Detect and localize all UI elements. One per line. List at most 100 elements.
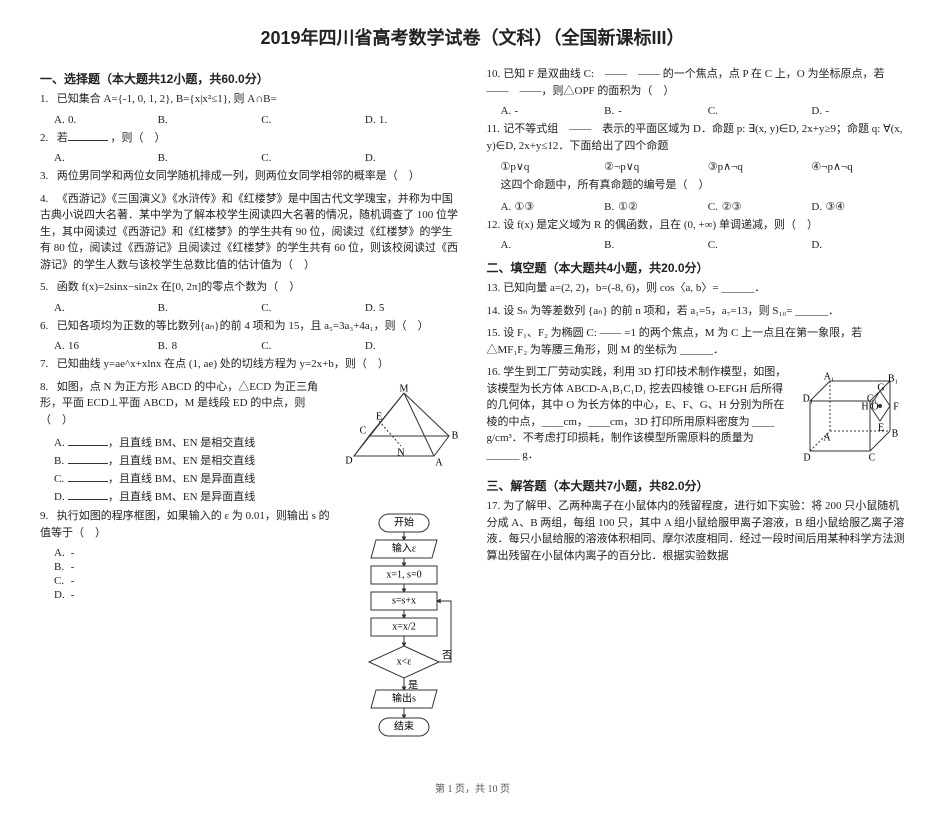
q9-D: D. -	[54, 589, 341, 601]
q10-D: D.-	[811, 105, 905, 117]
q12-options: A. B. C. D.	[501, 239, 906, 251]
q14-text: 设 Sₙ 为等差数列 {aₙ} 的前 n 项和，若 a₁=5，a₇=13，则 S…	[503, 305, 839, 317]
q10-A: A.-	[501, 105, 595, 117]
question-10: 10. 已知 F 是双曲线 C: —— —— 的一个焦点，点 P 在 C 上，O…	[487, 66, 906, 99]
svg-text:B: B	[451, 430, 458, 441]
q3-text: 两位男同学和两位女同学随机排成一列，则两位女同学相邻的概率是（ ）	[57, 170, 420, 182]
q2-D: D.	[365, 152, 459, 164]
question-2: 2. 若 ，则（ ）	[40, 130, 459, 147]
q6-text: 已知各项均为正数的等比数列{aₙ}的前 4 项和为 15，且 a₅=3a₃+4a…	[57, 320, 429, 332]
qnum: 3.	[40, 168, 54, 185]
right-column: 10. 已知 F 是双曲线 C: —— —— 的一个焦点，点 P 在 C 上，O…	[487, 62, 906, 762]
q1-text: 已知集合 A={-1, 0, 1, 2}, B={x|x²≤1}, 则 A∩B=	[57, 93, 277, 105]
q5-text: 函数 f(x)=2sinx−sin2x 在[0, 2π]的零点个数为（ ）	[57, 281, 300, 293]
q6-options: A.16 B.8 C. D.	[54, 340, 459, 352]
q5-D: D.5	[365, 302, 459, 314]
qnum: 5.	[40, 279, 54, 296]
section-2-heading: 二、填空题（本大题共4小题，共20.0分）	[487, 259, 906, 276]
svg-text:开始: 开始	[394, 515, 414, 528]
q10-text: 已知 F 是双曲线 C: —— —— 的一个焦点，点 P 在 C 上，O 为坐标…	[487, 68, 896, 97]
svg-text:C: C	[359, 425, 366, 436]
qnum: 2.	[40, 130, 54, 147]
svg-text:A₁: A₁	[824, 371, 835, 382]
svg-text:x=x/2: x=x/2	[392, 621, 415, 632]
q8-A: A.，且直线 BM、EN 是相交直线	[54, 434, 321, 450]
q2-B: B.	[158, 152, 252, 164]
q8-options: A.，且直线 BM、EN 是相交直线 B.，且直线 BM、EN 是相交直线 C.…	[54, 434, 321, 504]
q17-text: 为了解甲、乙两种离子在小鼠体内的残留程度，进行如下实验：将 200 只小鼠随机分…	[487, 500, 905, 562]
q6-D: D.	[365, 340, 459, 352]
page-footer: 第 1 页，共 10 页	[40, 780, 905, 795]
qnum: 6.	[40, 318, 54, 335]
q11-options: A.①③ B.①② C.②③ D.③④	[501, 200, 906, 213]
q1-C: C.	[261, 114, 355, 126]
two-column-layout: 一、选择题（本大题共12小题，共60.0分） 1. 已知集合 A={-1, 0,…	[40, 62, 905, 762]
svg-text:G: G	[877, 382, 884, 393]
svg-text:B: B	[892, 428, 899, 439]
section-1-heading: 一、选择题（本大题共12小题，共60.0分）	[40, 70, 459, 87]
q11-C: C.②③	[708, 200, 802, 213]
question-7: 7. 已知曲线 y=ae^x+xlnx 在点 (1, ae) 处的切线方程为 y…	[40, 356, 459, 373]
q5-C: C.	[261, 302, 355, 314]
question-4: 4. 《西游记》《三国演义》《水浒传》和《红楼梦》是中国古代文学瑰宝，并称为中国…	[40, 191, 459, 274]
q5-options: A. B. C. D.5	[54, 302, 459, 314]
qnum: 12.	[487, 217, 501, 234]
q6-B: B.8	[158, 340, 252, 352]
svg-text:H: H	[861, 401, 868, 412]
q12-A: A.	[501, 239, 595, 251]
svg-text:F: F	[893, 401, 899, 412]
q11-B: B.①②	[604, 200, 698, 213]
q11-text: 记不等式组 —— 表示的平面区域为 D．命题 p: ∃(x, y)∈D, 2x+…	[487, 123, 903, 152]
q2-pre: 若	[57, 132, 68, 144]
svg-text:是: 是	[408, 679, 418, 691]
svg-text:否: 否	[442, 649, 452, 661]
q1-A: A.0.	[54, 114, 148, 126]
svg-text:N: N	[397, 447, 404, 458]
q1-options: A.0. B. C. D.1.	[54, 114, 459, 126]
svg-text:B₁: B₁	[888, 373, 898, 384]
svg-text:x=1, s=0: x=1, s=0	[386, 569, 421, 580]
q2-C: C.	[261, 152, 355, 164]
q5-B: B.	[158, 302, 252, 314]
q12-text: 设 f(x) 是定义域为 R 的偶函数，且在 (0, +∞) 单调递减，则（ ）	[503, 219, 818, 231]
q16-text: 学生到工厂劳动实践，利用 3D 打印技术制作模型，如图，该模型为长方体 ABCD…	[487, 366, 787, 461]
q8-figure: M C N B D E A	[329, 381, 459, 471]
q13-text: 已知向量 a=(2, 2)，b=(-8, 6)，则 cos〈a, b〉= ___…	[503, 282, 765, 294]
q12-D: D.	[811, 239, 905, 251]
svg-text:A: A	[435, 457, 443, 468]
question-14: 14. 设 Sₙ 为等差数列 {aₙ} 的前 n 项和，若 a₁=5，a₇=13…	[487, 303, 906, 320]
q12-C: C.	[708, 239, 802, 251]
q11-o4: ④¬p∧¬q	[811, 160, 905, 173]
q6-C: C.	[261, 340, 355, 352]
svg-text:E: E	[375, 411, 381, 422]
q8-text: 如图，点 N 为正方形 ABCD 的中心，△ECD 为正三角形，平面 ECD⊥平…	[40, 381, 318, 426]
q11-D: D.③④	[811, 200, 905, 213]
q10-B: B.-	[604, 105, 698, 117]
qnum: 7.	[40, 356, 54, 373]
q11-o3: ③p∧¬q	[708, 160, 802, 173]
svg-text:结束: 结束	[394, 719, 414, 732]
left-column: 一、选择题（本大题共12小题，共60.0分） 1. 已知集合 A={-1, 0,…	[40, 62, 459, 762]
q4-text: 《西游记》《三国演义》《水浒传》和《红楼梦》是中国古代文学瑰宝，并称为中国古典小…	[40, 193, 458, 271]
qnum: 4.	[40, 191, 54, 208]
q15-text: 设 F₁、F₂ 为椭圆 C: —— =1 的两个焦点，M 为 C 上一点且在第一…	[487, 327, 863, 356]
svg-text:C: C	[869, 452, 876, 463]
q9-B: B. -	[54, 561, 341, 573]
q12-B: B.	[604, 239, 698, 251]
question-13: 13. 已知向量 a=(2, 2)，b=(-8, 6)，则 cos〈a, b〉=…	[487, 280, 906, 297]
qnum: 13.	[487, 280, 501, 297]
q6-A: A.16	[54, 340, 148, 352]
question-5: 5. 函数 f(x)=2sinx−sin2x 在[0, 2π]的零点个数为（ ）	[40, 279, 459, 296]
q8-D: D.，且直线 BM、EN 是异面直线	[54, 488, 321, 504]
svg-text:E: E	[878, 422, 884, 433]
q10-options: A.- B.- C. D.-	[501, 105, 906, 117]
qnum: 16.	[487, 364, 501, 381]
question-15: 15. 设 F₁、F₂ 为椭圆 C: —— =1 的两个焦点，M 为 C 上一点…	[487, 325, 906, 358]
qnum: 14.	[487, 303, 501, 320]
q9-A: A. -	[54, 547, 341, 559]
svg-text:输入ε: 输入ε	[391, 541, 415, 554]
qnum: 8.	[40, 379, 54, 396]
section-3-heading: 三、解答题（本大题共7小题，共82.0分）	[487, 477, 906, 494]
q2-A: A.	[54, 152, 148, 164]
qnum: 9.	[40, 508, 54, 525]
